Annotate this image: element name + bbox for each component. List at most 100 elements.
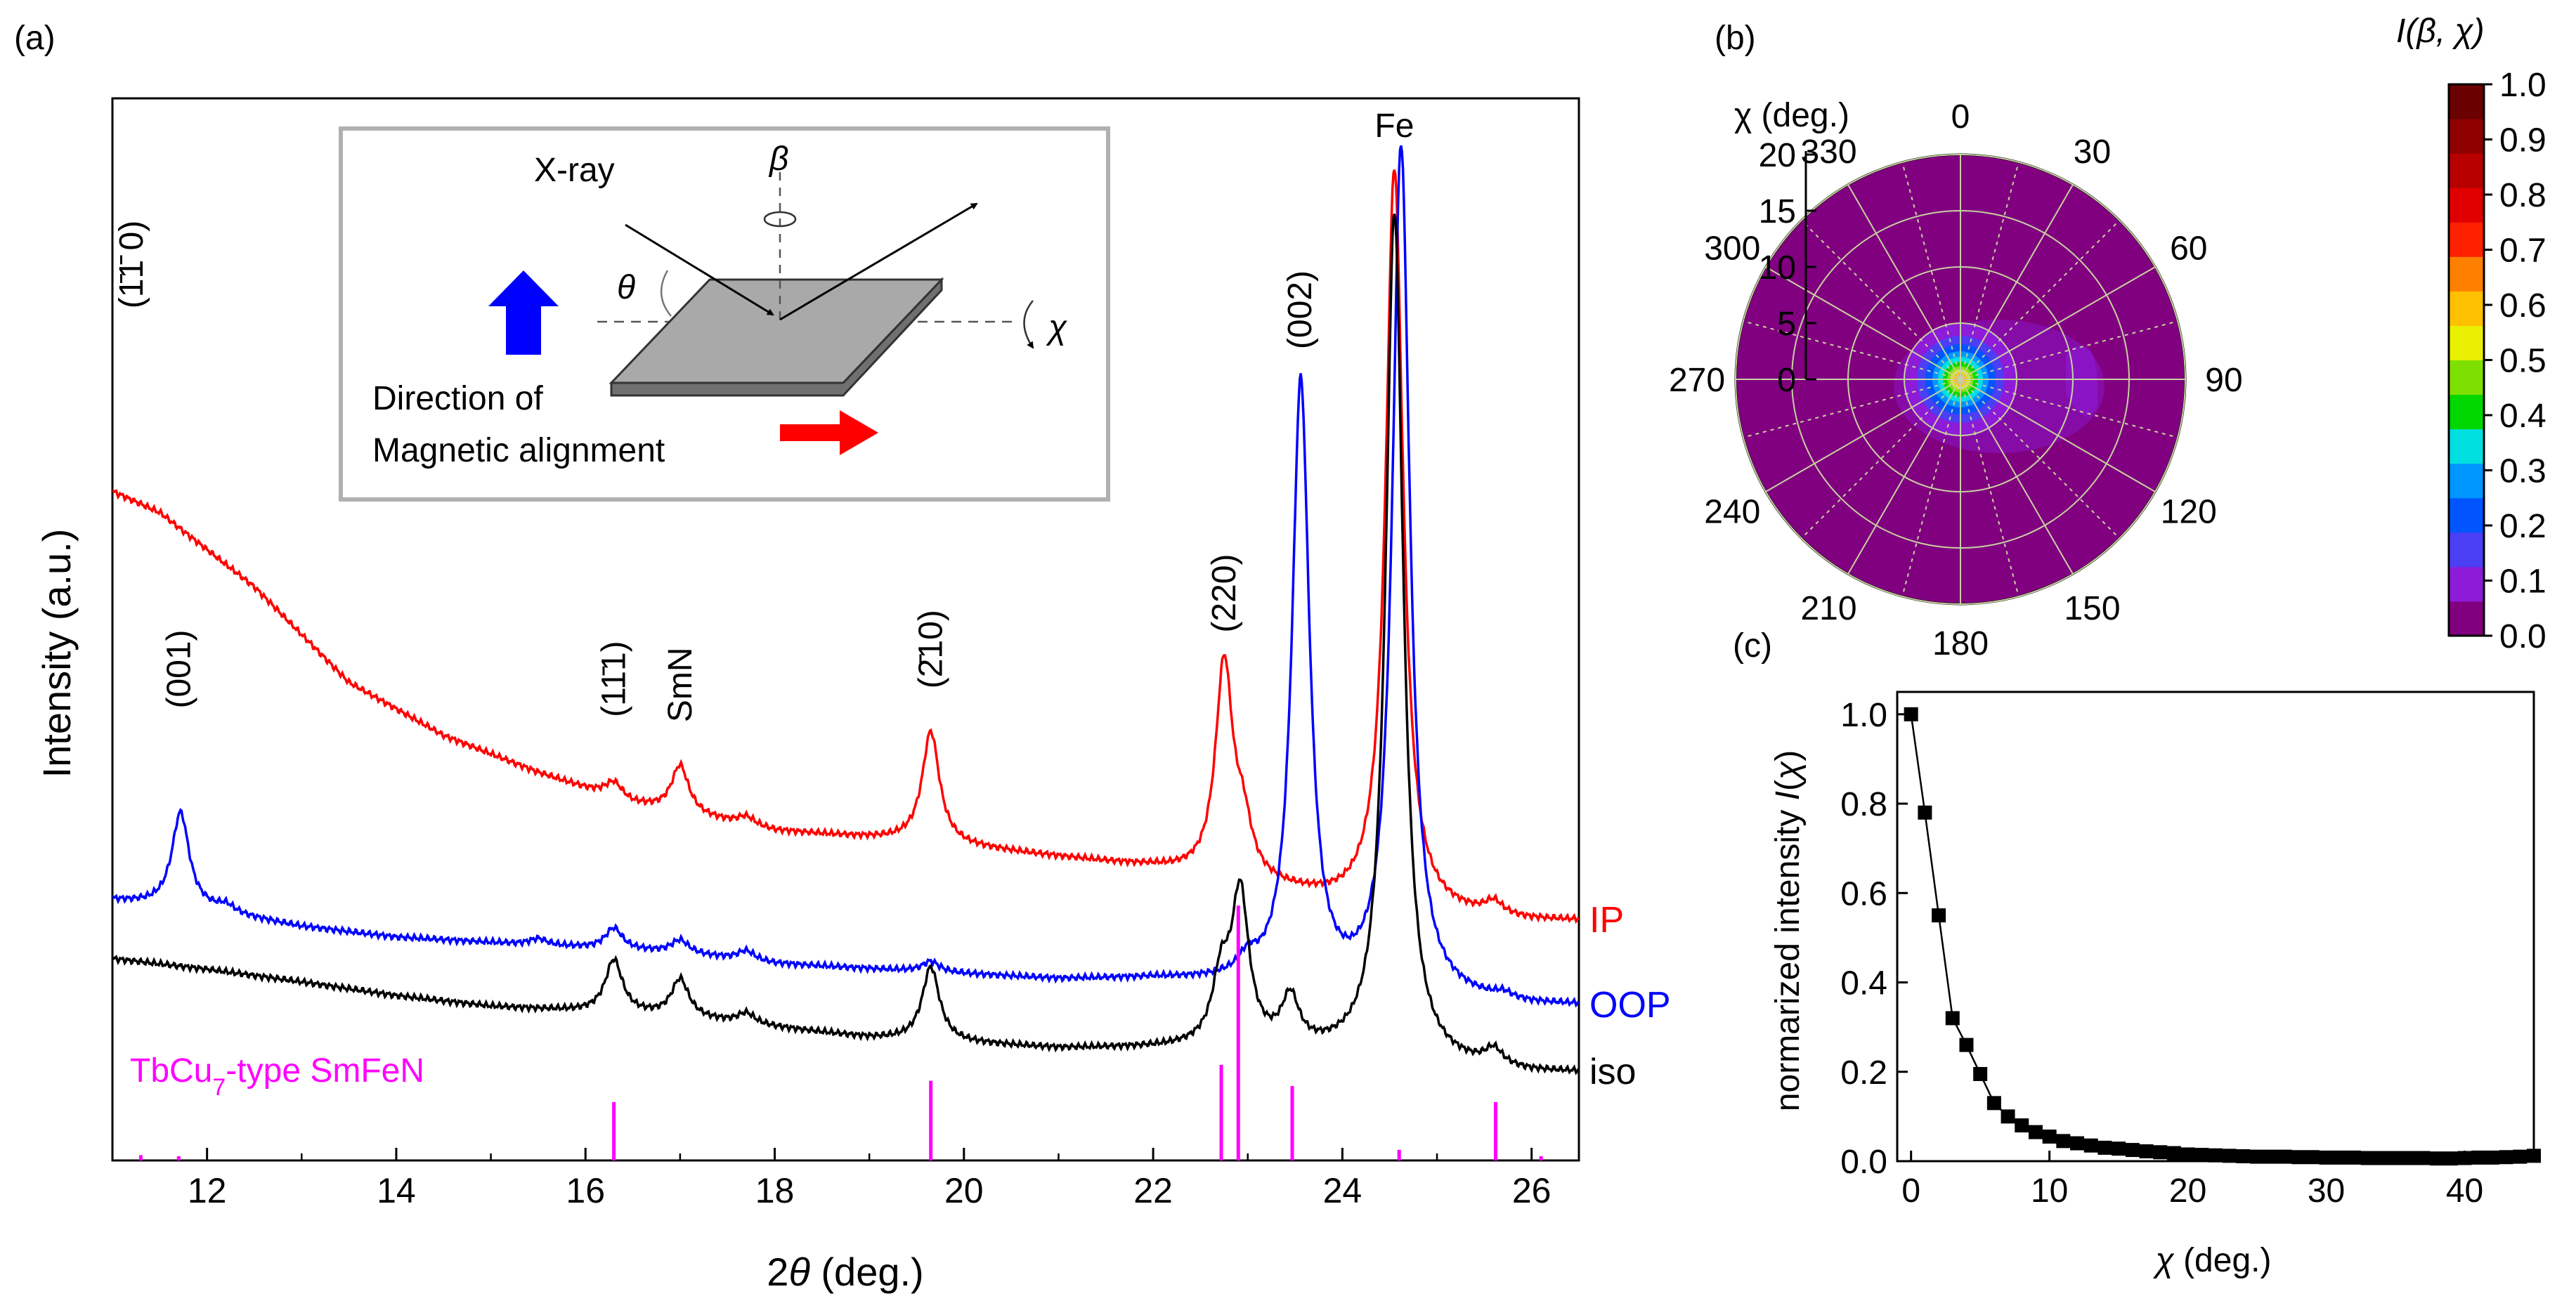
decay-point: [2028, 1125, 2043, 1139]
xrd-chart: 12 14 16 18 20 22 24 26 (1̄1̄ 0) (001) (11̄1) SmN (…: [34, 97, 1671, 1294]
panel-a-label: (a): [14, 20, 56, 57]
angular-tick-label: 0: [1951, 98, 1970, 136]
polar-spoke: [1801, 220, 1961, 380]
colorbar-level: [2449, 360, 2484, 395]
chi-symbol: χ: [1046, 309, 1067, 346]
decay-point: [1918, 805, 1932, 820]
polar-spoke: [1801, 379, 1961, 539]
colorbar-tick-label: 0.5: [2499, 343, 2546, 380]
decay-point: [2056, 1134, 2071, 1149]
radial-tick-label: 0: [1777, 362, 1796, 399]
decay-y-tick-label: 0.2: [1840, 1054, 1887, 1092]
decay-x-tick-label: 30: [2308, 1172, 2345, 1210]
decay-x-tick-label: 40: [2446, 1172, 2483, 1210]
decay-point: [1932, 908, 1946, 923]
beta-rotation-arrow: [763, 211, 797, 228]
colorbar-level: [2449, 394, 2484, 430]
polar-spoke: [1960, 184, 2074, 380]
colorbar-level: [2449, 222, 2484, 257]
decay-y-tick-label: 0.4: [1840, 965, 1887, 1002]
xrd-x-tick-label: 20: [944, 1171, 984, 1210]
angular-tick-label: 210: [1800, 590, 1856, 627]
peak-label: (001): [160, 629, 197, 708]
decay-x-axis-label: χ (deg.): [2153, 1242, 2272, 1279]
colorbar-level: [2449, 601, 2484, 636]
colorbar-level: [2449, 84, 2484, 119]
colorbar-tick-label: 0.0: [2499, 618, 2546, 655]
decay-line: [1910, 714, 2535, 1160]
series-label-ip: IP: [1589, 900, 1624, 941]
xrd-curve-ip: [112, 169, 1579, 924]
ref-pattern-label: TbCu7-type SmFeN: [130, 1052, 424, 1101]
blue-up-arrow-icon: [488, 270, 559, 355]
decay-point: [2042, 1130, 2057, 1144]
colorbar-level: [2449, 463, 2484, 499]
chi-rotation-arrow: [1023, 300, 1034, 349]
decay-point: [2194, 1148, 2209, 1163]
polar-spoke: [1765, 266, 1961, 380]
colorbar-tick-label: 0.9: [2499, 122, 2546, 159]
decay-point: [2457, 1151, 2472, 1165]
polar-radial-label: χ (deg.): [1734, 97, 1849, 134]
decay-point: [2333, 1150, 2348, 1165]
panel-b-label: (b): [1715, 20, 1756, 57]
xrd-x-tick-label: 12: [188, 1171, 227, 1210]
colorbar-level: [2449, 291, 2484, 326]
decay-point: [2250, 1149, 2265, 1164]
incident-xray: [625, 223, 774, 316]
geometry-inset: X-ray β θ χ Direction of Magnetic alignm…: [339, 126, 1110, 502]
decay-point: [2097, 1140, 2112, 1155]
radial-tick-label: 15: [1759, 193, 1796, 230]
angular-tick-label: 90: [2205, 362, 2242, 399]
decay-point: [2153, 1145, 2168, 1160]
angular-tick-label: 150: [2064, 590, 2120, 627]
beta-symbol: β: [768, 140, 788, 178]
colorbar-tick-label: 0.3: [2499, 453, 2546, 490]
decay-y-axis-label: normarized intensity I(χ): [1769, 750, 1807, 1111]
polar-spoke: [1901, 379, 1961, 597]
polar-spoke: [1960, 320, 2178, 380]
panel-c-label: (c): [1733, 627, 1772, 665]
xrd-y-axis-label: Intensity (a.u.): [34, 529, 79, 778]
decay-point: [2222, 1149, 2237, 1163]
radial-tick-label: 20: [1759, 137, 1796, 174]
decay-point: [2485, 1150, 2499, 1165]
colorbar-level: [2449, 497, 2484, 533]
decay-point: [2015, 1118, 2029, 1133]
colorbar-tick-label: 0.4: [2499, 398, 2546, 435]
peak-label: (002): [1282, 270, 1319, 349]
xrd-x-tick-label: 22: [1133, 1171, 1173, 1210]
angular-tick-label: 180: [1932, 625, 1989, 662]
decay-point: [2471, 1150, 2486, 1165]
colorbar-level: [2449, 188, 2484, 223]
colorbar-tick-label: 0.2: [2499, 508, 2546, 545]
decay-point: [2346, 1150, 2361, 1165]
polar-spoke: [1960, 266, 2156, 380]
sample-plate: [609, 278, 944, 384]
colorbar-tick-label: 0.7: [2499, 233, 2546, 270]
decay-point: [2416, 1151, 2431, 1165]
angular-tick-label: 120: [2161, 494, 2217, 531]
colorbar-level: [2449, 119, 2484, 154]
colorbar-level: [2449, 325, 2484, 360]
decay-point: [1986, 1096, 2001, 1111]
decay-point: [2291, 1150, 2306, 1165]
decay-y-tick-label: 1.0: [1840, 697, 1887, 734]
radial-tick-label: 5: [1777, 306, 1796, 343]
xrd-curve-iso: [112, 214, 1579, 1075]
colorbar-tick-label: 0.6: [2499, 287, 2546, 325]
xrd-x-axis-label: 2θ (deg.): [767, 1250, 923, 1294]
decay-point: [2430, 1151, 2445, 1166]
decay-point: [2139, 1144, 2154, 1159]
decay-point: [2527, 1149, 2541, 1163]
decay-point: [2513, 1149, 2528, 1164]
decay-point: [2443, 1151, 2458, 1166]
decay-plot-frame: [1896, 691, 2535, 1163]
angular-tick-label: 60: [2170, 230, 2207, 268]
xrd-x-tick-label: 18: [755, 1171, 795, 1210]
inset-caption-line1: Direction of: [372, 380, 543, 417]
red-right-arrow-icon: [780, 410, 878, 455]
polar-spoke: [1960, 162, 2019, 380]
decay-point: [1904, 707, 1918, 721]
angular-tick-label: 270: [1669, 362, 1725, 399]
